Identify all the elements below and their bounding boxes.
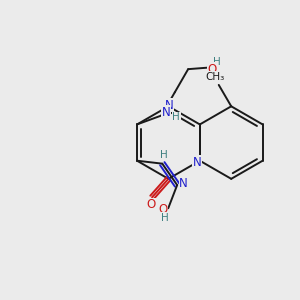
Text: O: O <box>207 63 217 76</box>
Text: H: H <box>160 150 167 160</box>
Text: N: N <box>162 106 170 119</box>
Text: H: H <box>161 213 169 223</box>
Text: N: N <box>165 99 173 112</box>
Text: CH₃: CH₃ <box>206 72 225 82</box>
Text: O: O <box>147 198 156 211</box>
Text: H: H <box>172 112 180 122</box>
Text: N: N <box>193 156 202 169</box>
Text: H: H <box>212 57 220 67</box>
Text: O: O <box>158 203 167 216</box>
Text: N: N <box>179 177 188 190</box>
